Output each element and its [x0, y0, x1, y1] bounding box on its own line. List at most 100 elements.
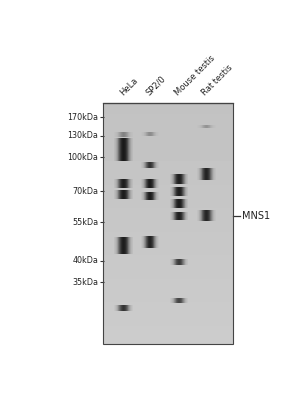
Bar — [155, 162, 156, 168]
Bar — [121, 190, 122, 199]
Bar — [146, 192, 147, 200]
Bar — [212, 210, 213, 221]
Bar — [171, 212, 172, 220]
Bar — [201, 125, 202, 128]
Bar — [131, 190, 132, 199]
Bar — [122, 305, 123, 311]
Bar — [180, 174, 181, 184]
Bar — [127, 178, 128, 188]
Bar — [150, 192, 151, 200]
Bar — [156, 192, 157, 200]
Bar — [200, 168, 201, 180]
Bar — [200, 210, 201, 221]
Bar — [145, 132, 146, 136]
Bar — [173, 259, 174, 266]
Bar — [208, 168, 209, 180]
Bar — [127, 190, 128, 199]
Bar — [151, 192, 152, 200]
Bar — [148, 179, 149, 188]
Bar — [144, 132, 145, 136]
Bar — [125, 138, 126, 161]
Bar — [143, 132, 144, 136]
Bar — [187, 199, 188, 208]
Bar — [213, 125, 214, 128]
Bar — [143, 236, 144, 248]
Bar — [115, 190, 116, 199]
Bar — [119, 190, 120, 199]
Bar — [154, 132, 155, 136]
Bar — [115, 178, 116, 188]
Bar — [175, 174, 176, 184]
Bar — [146, 192, 147, 200]
Bar — [156, 179, 157, 188]
Bar — [143, 192, 144, 200]
Bar — [209, 168, 210, 180]
Bar — [177, 259, 178, 266]
Bar — [183, 298, 184, 303]
Bar — [198, 210, 199, 221]
Bar — [126, 190, 127, 199]
Bar — [158, 236, 159, 248]
Bar — [153, 192, 154, 200]
Bar — [212, 125, 213, 128]
Bar — [118, 178, 119, 188]
Bar — [153, 162, 154, 168]
Bar — [199, 210, 200, 221]
Bar — [124, 132, 125, 136]
Bar — [177, 298, 178, 303]
Bar — [147, 192, 148, 200]
Bar — [174, 212, 175, 220]
Bar — [122, 138, 123, 161]
Bar — [187, 174, 188, 184]
Bar — [199, 125, 200, 128]
Bar — [199, 168, 200, 180]
Bar — [125, 237, 126, 254]
Bar — [208, 210, 209, 221]
Bar — [122, 178, 123, 188]
Bar — [122, 138, 123, 161]
Bar — [205, 125, 206, 128]
Bar — [172, 174, 173, 184]
Bar — [213, 125, 214, 128]
Bar — [203, 210, 204, 221]
Bar — [145, 179, 146, 188]
Bar — [124, 305, 125, 311]
Bar — [132, 305, 133, 311]
Bar — [175, 199, 176, 208]
Bar — [145, 132, 146, 136]
Bar — [156, 162, 157, 168]
Bar — [119, 178, 120, 188]
Bar — [198, 168, 199, 180]
Bar — [131, 178, 132, 188]
Bar — [152, 179, 153, 188]
Text: 35kDa: 35kDa — [72, 278, 98, 286]
Bar — [115, 138, 116, 161]
Bar — [129, 138, 130, 161]
Bar — [204, 210, 205, 221]
Bar — [120, 305, 121, 311]
Bar — [154, 236, 155, 248]
Bar — [155, 192, 156, 200]
Bar — [143, 179, 144, 188]
Bar — [204, 168, 205, 180]
Text: 100kDa: 100kDa — [68, 153, 98, 162]
Bar — [149, 132, 150, 136]
Bar — [205, 210, 206, 221]
Bar — [129, 190, 130, 199]
Bar — [205, 210, 206, 221]
Bar — [198, 125, 199, 128]
Bar — [172, 212, 173, 220]
Bar — [176, 199, 177, 208]
Bar — [183, 187, 184, 196]
Bar — [172, 212, 173, 220]
Bar — [206, 210, 207, 221]
Bar — [143, 162, 144, 168]
Bar — [123, 178, 124, 188]
Bar — [153, 236, 154, 248]
Bar — [114, 190, 115, 199]
Bar — [215, 168, 216, 180]
Bar — [116, 138, 117, 161]
Bar — [211, 168, 212, 180]
Bar — [170, 298, 171, 303]
Bar — [207, 210, 208, 221]
